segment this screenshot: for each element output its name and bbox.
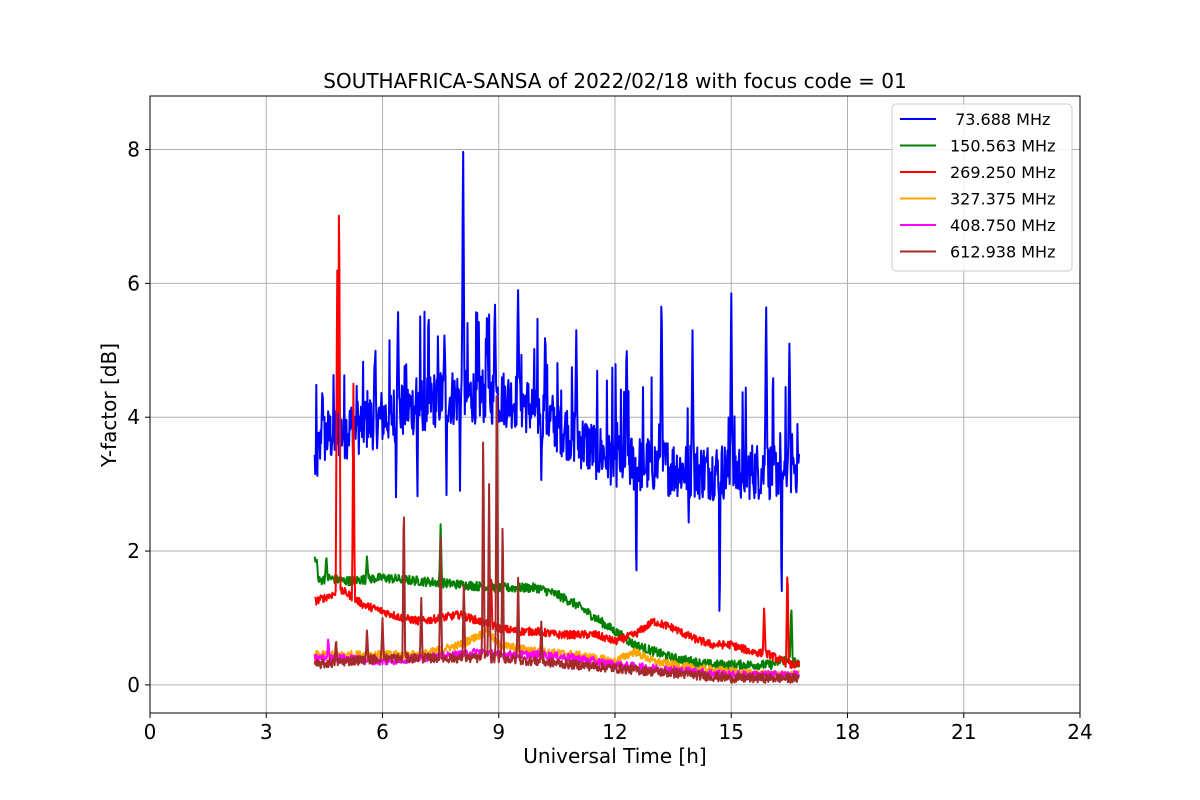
legend: 73.688 MHz 150.563 MHz 269.250 MHz 327.375 …	[891, 103, 1073, 272]
x-tick-label: 21	[951, 720, 976, 744]
x-tick-label: 18	[835, 720, 860, 744]
x-tick-label: 9	[492, 720, 505, 744]
y-axis-ticks: 0 2 4 6 8	[127, 138, 150, 697]
x-axis-ticks: 0 3 6 9 12 15 18 21 24	[144, 713, 1093, 744]
chart-title: SOUTHAFRICA-SANSA of 2022/02/18 with foc…	[323, 69, 907, 93]
y-tick-label: 0	[127, 673, 140, 697]
x-tick-label: 3	[260, 720, 273, 744]
series-line-612-938-mhz	[313, 395, 800, 684]
x-axis-label: Universal Time [h]	[523, 744, 706, 768]
legend-label: 150.563 MHz	[950, 137, 1055, 156]
legend-label: 269.250 MHz	[950, 163, 1055, 182]
y-tick-label: 6	[127, 271, 140, 295]
legend-label: 408.750 MHz	[950, 216, 1055, 235]
legend-label: 73.688 MHz	[950, 110, 1050, 129]
legend-box	[891, 103, 1073, 272]
x-tick-label: 15	[719, 720, 744, 744]
x-tick-label: 6	[376, 720, 389, 744]
series-layer	[313, 150, 801, 684]
y-tick-label: 2	[127, 539, 140, 563]
x-tick-label: 0	[144, 720, 157, 744]
y-tick-label: 8	[127, 138, 140, 162]
series-line-73-688-mhz	[313, 150, 801, 612]
y-axis-label: Y-factor [dB]	[97, 343, 121, 468]
x-tick-label: 12	[602, 720, 627, 744]
y-tick-label: 4	[127, 405, 140, 429]
series-line-269-250-mhz	[313, 214, 801, 669]
legend-label: 612.938 MHz	[950, 243, 1055, 262]
legend-label: 327.375 MHz	[950, 190, 1055, 209]
x-tick-label: 24	[1067, 720, 1092, 744]
